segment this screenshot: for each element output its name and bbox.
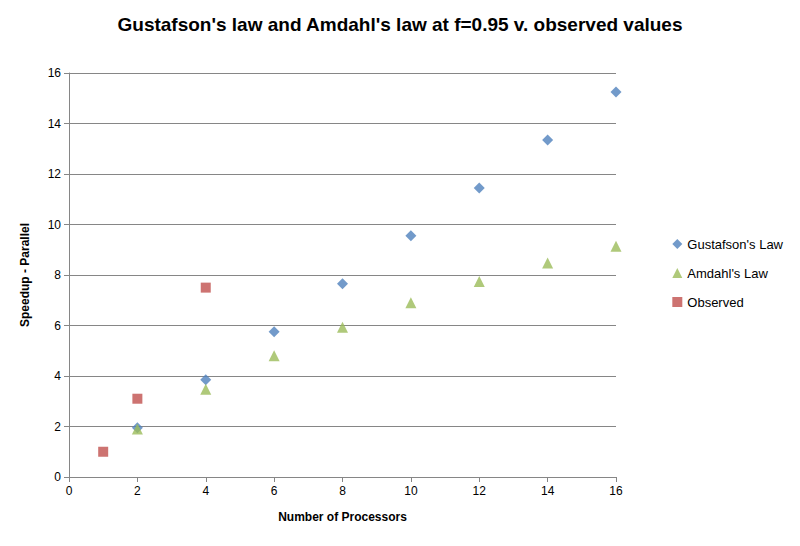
svg-text:10: 10 xyxy=(404,484,418,498)
svg-text:0: 0 xyxy=(66,484,73,498)
svg-text:4: 4 xyxy=(202,484,209,498)
svg-text:2: 2 xyxy=(54,420,61,434)
svg-text:Amdahl's Law: Amdahl's Law xyxy=(687,266,768,281)
svg-text:8: 8 xyxy=(339,484,346,498)
svg-text:16: 16 xyxy=(609,484,623,498)
svg-text:Speedup - Parallel: Speedup - Parallel xyxy=(18,223,32,327)
svg-text:2: 2 xyxy=(134,484,141,498)
svg-text:14: 14 xyxy=(541,484,555,498)
svg-text:16: 16 xyxy=(48,66,62,80)
svg-text:0: 0 xyxy=(54,470,61,484)
svg-text:4: 4 xyxy=(54,369,61,383)
svg-text:6: 6 xyxy=(54,319,61,333)
svg-text:12: 12 xyxy=(473,484,487,498)
svg-text:12: 12 xyxy=(48,167,62,181)
svg-text:Gustafson's law and Amdahl's l: Gustafson's law and Amdahl's law at f=0.… xyxy=(118,14,683,35)
svg-text:Observed: Observed xyxy=(687,295,743,310)
svg-text:14: 14 xyxy=(48,117,62,131)
svg-text:Number of Processors: Number of Processors xyxy=(278,510,407,524)
svg-text:8: 8 xyxy=(54,268,61,282)
svg-text:6: 6 xyxy=(271,484,278,498)
svg-text:Gustafson's Law: Gustafson's Law xyxy=(687,237,783,252)
svg-text:10: 10 xyxy=(48,218,62,232)
